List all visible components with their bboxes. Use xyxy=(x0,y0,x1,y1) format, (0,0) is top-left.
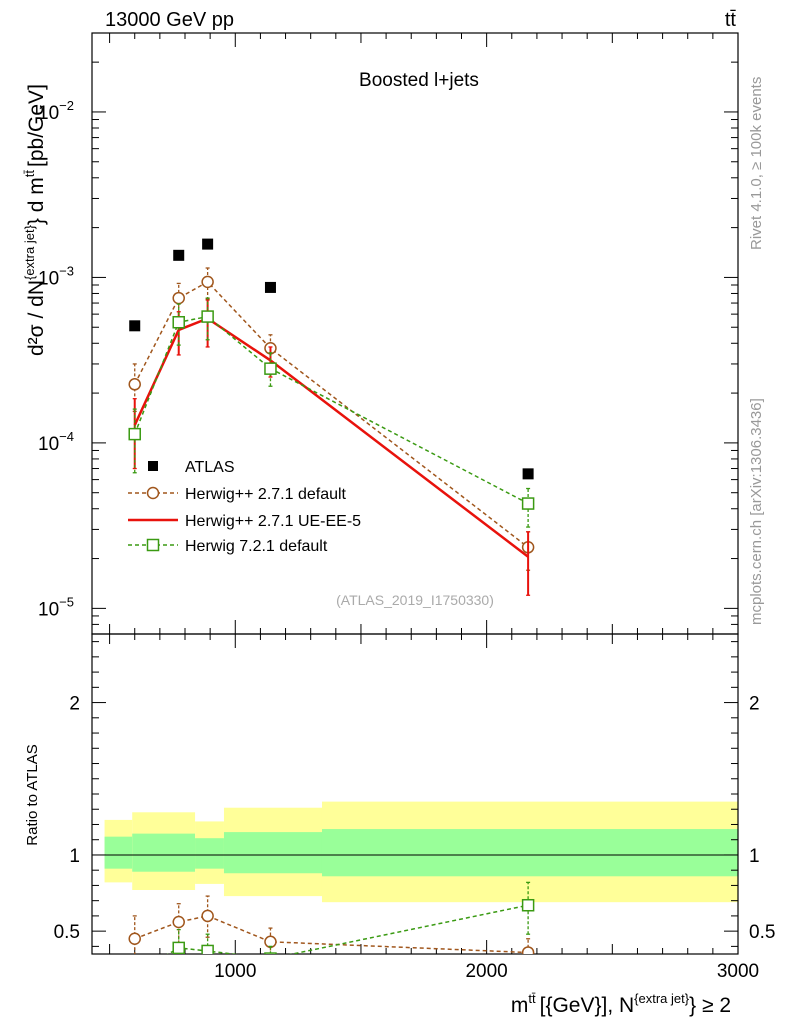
ratio-uncertainty-bands xyxy=(104,801,738,903)
main-y-tick-label: 10−2 xyxy=(38,98,74,124)
x-tick-label: 2000 xyxy=(465,961,507,982)
legend-label-atlas: ATLAS xyxy=(185,459,235,476)
main-data-layer xyxy=(128,238,535,596)
ratio-y-tick-label-left: 0.5 xyxy=(54,922,80,943)
ratio-point-herwig7 xyxy=(172,941,185,954)
ratio-point-herwigpp-default xyxy=(521,946,535,954)
main-y-tick-mantissa: 10 xyxy=(38,268,59,289)
data-point-atlas xyxy=(173,249,185,261)
rivet-version-label: Rivet 4.1.0, ≥ 100k events xyxy=(748,77,765,250)
ratio-y-axis-label: Ratio to ATLAS xyxy=(24,744,41,845)
series-atlas xyxy=(129,238,534,480)
main-y-tick-label: 10−4 xyxy=(38,429,74,455)
ratio-y-tick-label-left: 1 xyxy=(69,846,80,867)
data-point-atlas xyxy=(129,320,141,332)
ratio-y-tick-label-right: 2 xyxy=(749,694,760,715)
main-y-tick-exponent: −5 xyxy=(59,594,74,609)
main-y-tick-exponent: −2 xyxy=(59,98,74,113)
ratio-point-herwig7 xyxy=(264,952,277,954)
ratio-band-inner xyxy=(104,836,133,869)
data-point-atlas xyxy=(522,468,534,480)
data-point-herwigpp-default xyxy=(172,291,185,305)
data-point-herwigpp-default xyxy=(201,275,214,289)
ratio-series-herwigpp-default xyxy=(128,895,535,954)
main-y-tick-labels: 10−510−410−310−2 xyxy=(38,98,74,620)
ratio-point-herwig7 xyxy=(201,944,214,954)
x-tick-label: 1000 xyxy=(214,961,256,982)
data-point-herwigpp-default xyxy=(128,378,141,391)
data-point-atlas xyxy=(264,281,276,293)
ratio-point-herwig7 xyxy=(129,968,140,979)
main-y-tick-mantissa: 10 xyxy=(38,599,59,620)
data-point-herwig7 xyxy=(172,315,185,329)
main-y-tick-exponent: −3 xyxy=(59,263,74,278)
legend-marker-atlas xyxy=(148,461,158,471)
legend-label-herwigpp-ueee5: Herwig++ 2.7.1 UE-EE-5 xyxy=(185,513,361,530)
legend-entry-atlas: ATLAS xyxy=(148,459,235,476)
ratio-axis-ticks xyxy=(92,634,739,954)
ratio-point-herwig7 xyxy=(521,898,535,912)
legend-label-herwigpp-default: Herwig++ 2.7.1 default xyxy=(185,486,347,503)
main-axis-ticks xyxy=(92,32,739,635)
header-process-label: tt̄ xyxy=(725,9,737,31)
data-point-herwig7 xyxy=(521,497,535,510)
ratio-band-inner xyxy=(223,832,322,874)
analysis-id-label: (ATLAS_2019_I1750330) xyxy=(336,592,494,608)
legend-marker-herwig7 xyxy=(146,538,160,552)
data-point-herwig7 xyxy=(201,310,214,323)
data-point-herwig7 xyxy=(128,427,141,441)
ratio-data-layer xyxy=(128,881,535,979)
legend: ATLAS Herwig++ 2.7.1 default Herwig++ 2.… xyxy=(128,459,361,555)
ratio-y-tick-labels: 0.5 0.5 1 1 2 2 xyxy=(54,694,776,944)
x-tick-label: 3000 xyxy=(717,961,759,982)
legend-entry-herwigpp-default: Herwig++ 2.7.1 default xyxy=(128,486,347,503)
ratio-series-herwig7 xyxy=(129,881,535,979)
mcplots-label: mcplots.cern.ch [arXiv:1306.3436] xyxy=(748,398,765,625)
data-point-herwig7 xyxy=(264,362,277,375)
main-y-tick-mantissa: 10 xyxy=(38,434,59,455)
main-y-tick-mantissa: 10 xyxy=(38,103,59,124)
ratio-point-herwigpp-default xyxy=(201,909,214,923)
main-y-tick-label: 10−3 xyxy=(38,263,74,289)
ratio-band-inner xyxy=(132,833,196,872)
ratio-y-tick-label-left: 2 xyxy=(69,694,80,715)
main-y-tick-label: 10−5 xyxy=(38,594,74,620)
ratio-y-tick-label-right: 0.5 xyxy=(749,922,775,943)
legend-label-herwig7: Herwig 7.2.1 default xyxy=(185,538,328,555)
main-y-axis-label: d²σ / dN{extra jet}} d mtt̄[pb/GeV] xyxy=(22,84,48,356)
legend-entry-herwig7: Herwig 7.2.1 default xyxy=(128,538,328,555)
series-herwig7 xyxy=(128,297,535,528)
ratio-band-inner xyxy=(321,829,738,877)
x-tick-labels: 1000 2000 3000 xyxy=(214,961,759,982)
series-herwigpp-default xyxy=(128,267,535,571)
ratio-point-herwigpp-default xyxy=(264,935,277,949)
series-line-herwigpp-default xyxy=(134,280,529,548)
ratio-y-tick-label-right: 1 xyxy=(749,846,760,867)
ratio-line-herwigpp-default xyxy=(134,915,529,954)
ratio-panel-frame xyxy=(91,633,739,955)
ratio-point-herwigpp-default xyxy=(128,932,141,946)
main-chart-title: Boosted l+jets xyxy=(359,70,479,91)
header-collision-label: 13000 GeV pp xyxy=(105,9,234,31)
legend-marker-herwigpp-default xyxy=(146,486,160,500)
data-point-atlas xyxy=(202,238,214,250)
main-y-tick-exponent: −4 xyxy=(59,429,74,444)
legend-entry-herwigpp-ueee5: Herwig++ 2.7.1 UE-EE-5 xyxy=(128,513,361,530)
ratio-point-herwigpp-default xyxy=(172,915,185,929)
x-axis-label: mtt̄ [{GeV}], N{extra jet}} ≥ 2 xyxy=(511,991,731,1017)
ratio-band-inner xyxy=(195,838,224,869)
